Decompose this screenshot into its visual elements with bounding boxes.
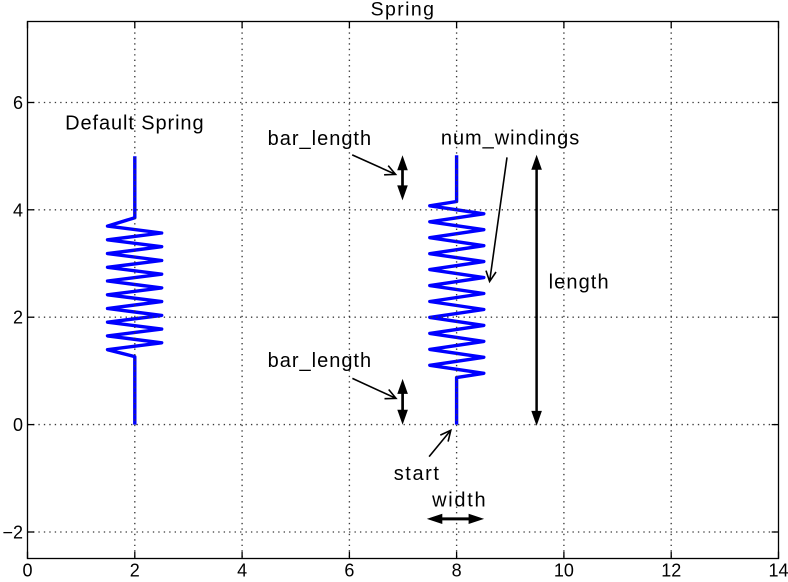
svg-text:0: 0 [22, 561, 32, 578]
svg-text:Spring: Spring [371, 0, 436, 21]
svg-text:start: start [394, 463, 441, 485]
svg-text:2: 2 [13, 308, 23, 328]
svg-text:Default Spring: Default Spring [65, 112, 204, 134]
svg-text:−2: −2 [2, 522, 23, 542]
svg-text:num_windings: num_windings [441, 127, 580, 149]
svg-text:12: 12 [661, 561, 681, 578]
svg-text:bar_length: bar_length [268, 128, 373, 150]
svg-text:6: 6 [13, 93, 23, 113]
svg-text:14: 14 [768, 561, 788, 578]
svg-text:6: 6 [344, 561, 354, 578]
svg-text:0: 0 [13, 415, 23, 435]
svg-text:length: length [549, 272, 610, 294]
svg-text:2: 2 [130, 561, 140, 578]
svg-text:bar_length: bar_length [268, 350, 373, 372]
svg-text:10: 10 [554, 561, 574, 578]
svg-text:width: width [431, 489, 487, 511]
svg-text:8: 8 [452, 561, 462, 578]
svg-text:4: 4 [13, 200, 23, 220]
svg-text:4: 4 [237, 561, 247, 578]
